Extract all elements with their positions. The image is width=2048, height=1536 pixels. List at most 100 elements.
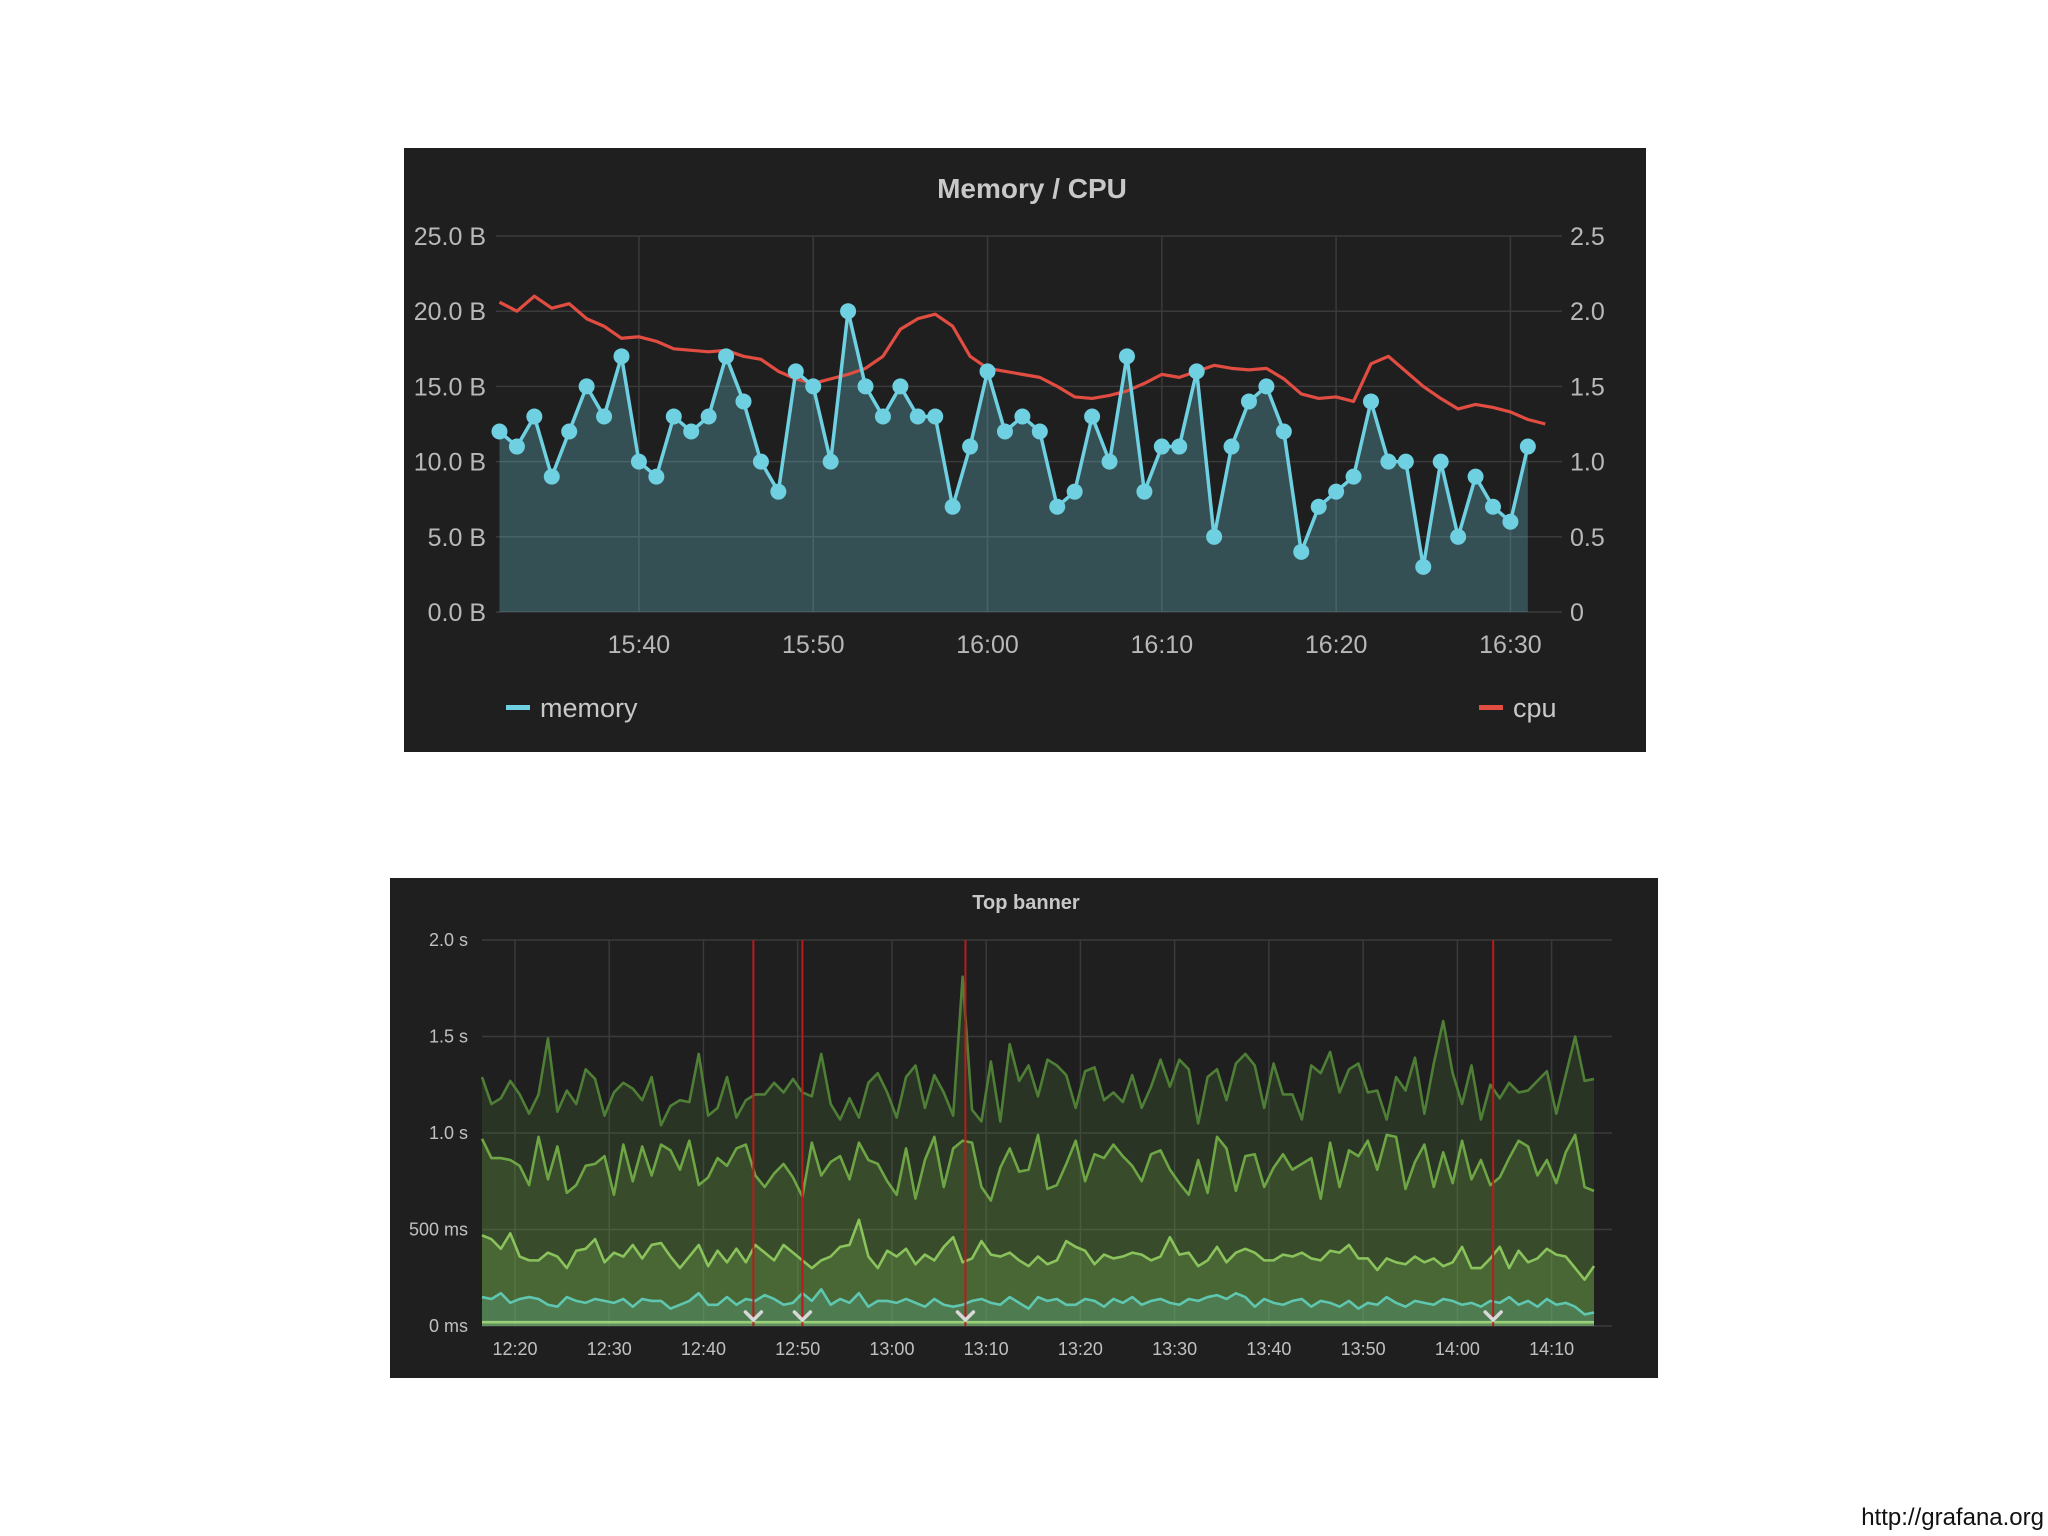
annotation-marker-icon[interactable] <box>955 1310 976 1323</box>
cpu-line <box>498 294 1546 426</box>
x-tick-label: 13:50 <box>1341 1339 1386 1359</box>
memory-line <box>498 309 1530 569</box>
legend-label-cpu[interactable]: cpu <box>1513 693 1557 723</box>
memory-point[interactable] <box>1275 423 1292 440</box>
memory-point[interactable] <box>1014 408 1031 425</box>
memory-point[interactable] <box>1223 438 1240 455</box>
memory-point[interactable] <box>1136 483 1153 500</box>
y-tick-label: 0 ms <box>429 1316 468 1336</box>
memory-point[interactable] <box>840 303 857 320</box>
x-tick-label: 13:10 <box>964 1339 1009 1359</box>
memory-point[interactable] <box>927 408 944 425</box>
memory-point[interactable] <box>596 408 613 425</box>
memory-point[interactable] <box>1432 453 1449 470</box>
memory-point[interactable] <box>1101 453 1118 470</box>
memory-point[interactable] <box>1484 498 1501 515</box>
memory-point[interactable] <box>1084 408 1101 425</box>
memory-point[interactable] <box>630 453 647 470</box>
y-right-tick-label: 0 <box>1570 599 1584 627</box>
memory-point[interactable] <box>665 408 682 425</box>
x-tick-label: 13:20 <box>1058 1339 1103 1359</box>
annotation-marker-icon[interactable] <box>1483 1310 1503 1323</box>
y-tick-label: 1.5 s <box>429 1027 468 1047</box>
memory-point[interactable] <box>613 348 630 365</box>
x-tick-label: 14:10 <box>1529 1339 1574 1359</box>
memory-point[interactable] <box>1188 363 1205 380</box>
x-tick-label: 16:20 <box>1305 631 1368 659</box>
y-left-tick-label: 0.0 B <box>428 599 486 627</box>
y-right-tick-label: 2.5 <box>1570 223 1605 251</box>
memory-point[interactable] <box>543 468 560 485</box>
memory-point[interactable] <box>962 438 979 455</box>
y-right-tick-label: 1.5 <box>1570 373 1605 401</box>
footer-url[interactable]: http://grafana.org <box>1861 1504 2044 1531</box>
annotation-marker-icon[interactable] <box>792 1310 813 1323</box>
memory-point[interactable] <box>526 408 543 425</box>
memory-point[interactable] <box>1415 558 1432 575</box>
y-right-tick-label: 1.0 <box>1570 449 1605 477</box>
memory-point[interactable] <box>1049 498 1066 515</box>
memory-point[interactable] <box>683 423 700 440</box>
memory-point[interactable] <box>1467 468 1484 485</box>
x-tick-label: 16:00 <box>956 631 1019 659</box>
memory-point[interactable] <box>1118 348 1135 365</box>
memory-point[interactable] <box>1380 453 1397 470</box>
memory-point[interactable] <box>508 438 525 455</box>
memory-point[interactable] <box>561 423 578 440</box>
x-tick-label: 16:30 <box>1479 631 1542 659</box>
memory-point[interactable] <box>1206 528 1223 545</box>
x-tick-label: 16:10 <box>1131 631 1194 659</box>
memory-point[interactable] <box>787 363 804 380</box>
legend-swatch-cpu[interactable] <box>1479 705 1503 710</box>
memory-point[interactable] <box>1450 528 1467 545</box>
memory-point[interactable] <box>822 453 839 470</box>
memory-point[interactable] <box>1345 468 1362 485</box>
memory-point[interactable] <box>752 453 769 470</box>
x-tick-label: 14:00 <box>1435 1339 1480 1359</box>
memory-point[interactable] <box>1293 543 1310 560</box>
y-left-tick-label: 15.0 B <box>414 373 486 401</box>
x-tick-label: 13:00 <box>869 1339 914 1359</box>
memory-point[interactable] <box>700 408 717 425</box>
memory-point[interactable] <box>1397 453 1414 470</box>
memory-point[interactable] <box>892 378 909 395</box>
memory-point[interactable] <box>718 348 735 365</box>
y-left-tick-label: 20.0 B <box>414 298 486 326</box>
legend-swatch-memory[interactable] <box>506 705 530 710</box>
x-tick-label: 13:40 <box>1246 1339 1291 1359</box>
memory-point[interactable] <box>648 468 665 485</box>
memory-point[interactable] <box>857 378 874 395</box>
memory-point[interactable] <box>1328 483 1345 500</box>
legend-label-memory[interactable]: memory <box>540 693 638 723</box>
memory-point[interactable] <box>1310 498 1327 515</box>
memory-point[interactable] <box>735 393 752 410</box>
memory-point[interactable] <box>491 423 508 440</box>
series-area-0 <box>482 976 1594 1326</box>
x-tick-label: 15:50 <box>782 631 845 659</box>
y-tick-label: 2.0 s <box>429 930 468 950</box>
memory-point[interactable] <box>1066 483 1083 500</box>
annotation-marker-icon[interactable] <box>743 1310 764 1323</box>
memory-point[interactable] <box>1171 438 1188 455</box>
memory-point[interactable] <box>944 498 961 515</box>
memory-point[interactable] <box>1031 423 1048 440</box>
memory-point[interactable] <box>1258 378 1275 395</box>
memory-point[interactable] <box>1502 513 1519 530</box>
x-tick-label: 12:40 <box>681 1339 726 1359</box>
y-tick-label: 1.0 s <box>429 1123 468 1143</box>
memory-point[interactable] <box>979 363 996 380</box>
memory-point[interactable] <box>1240 393 1257 410</box>
memory-point[interactable] <box>909 408 926 425</box>
memory-point[interactable] <box>1153 438 1170 455</box>
top-banner-chart: 0 ms 500 ms 1.0 s 1.5 s 2.0 s 12:20 12:30 12:40… <box>409 892 1612 1359</box>
memory-point[interactable] <box>874 408 891 425</box>
series-line-1 <box>480 1133 1595 1202</box>
y-left-tick-label: 25.0 B <box>414 223 486 251</box>
memory-point[interactable] <box>1519 438 1536 455</box>
memory-point[interactable] <box>805 378 822 395</box>
memory-point[interactable] <box>770 483 787 500</box>
memory-point[interactable] <box>578 378 595 395</box>
x-tick-label: 15:40 <box>608 631 671 659</box>
memory-point[interactable] <box>996 423 1013 440</box>
memory-point[interactable] <box>1362 393 1379 410</box>
